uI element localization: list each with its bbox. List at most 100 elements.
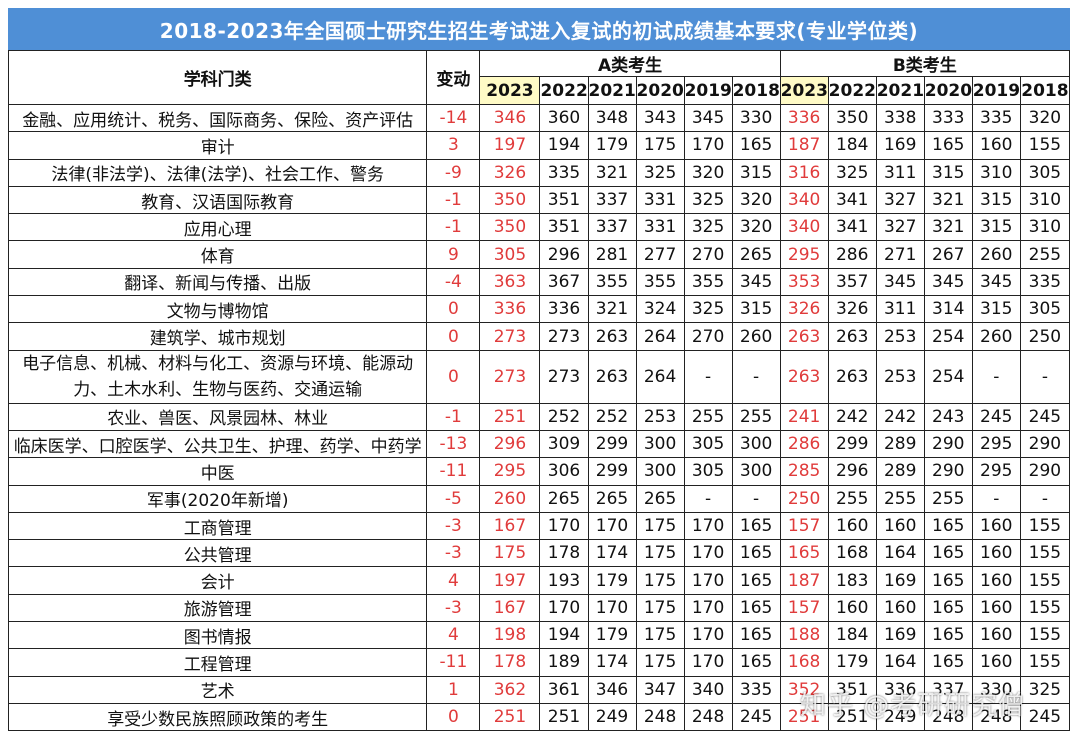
score-cell-a-2023: 346 [479, 103, 541, 133]
header-year-b-2: 2021 [875, 76, 925, 105]
score-cell-b-2022: 184 [827, 131, 877, 160]
score-cell-a-2019: - [683, 484, 733, 513]
subject-cell: 教育、汉语国际教育 [7, 185, 428, 215]
score-cell-a-2023: 251 [479, 702, 541, 732]
score-cell-b-2023: 340 [779, 185, 829, 215]
score-cell-a-2023: 362 [479, 675, 541, 704]
score-cell-b-2020: 314 [923, 295, 973, 324]
score-cell-b-2019: 335 [971, 103, 1021, 133]
subject-cell: 艺术 [7, 675, 428, 704]
score-cell-a-2019: 305 [683, 429, 733, 459]
score-cell-a-2018: 320 [731, 185, 781, 215]
score-cell-b-2018: 310 [1019, 213, 1071, 242]
header-year-a-5: 2018 [731, 76, 781, 105]
score-cell-a-2023: 251 [479, 402, 541, 431]
header-year-a-3: 2020 [635, 76, 685, 105]
score-cell-b-2022: 350 [827, 103, 877, 133]
header-year-b-0: 2023 [779, 76, 829, 105]
score-cell-a-2019: 305 [683, 457, 733, 486]
table-row: 会计 4 197 193 179 175 170 165 187 183 169 165 160 155 [7, 566, 1071, 595]
score-cell-a-2018: 165 [731, 566, 781, 595]
change-cell: -3 [426, 593, 481, 623]
subject-cell: 体育 [7, 240, 428, 269]
score-cell-a-2019: - [683, 349, 733, 404]
score-cell-a-2021: 299 [587, 429, 637, 459]
change-cell: -11 [426, 457, 481, 486]
score-cell-b-2020: 165 [923, 593, 973, 623]
change-cell: -9 [426, 158, 481, 187]
score-cell-b-2020: 165 [923, 621, 973, 650]
score-cell-b-2019: 315 [971, 185, 1021, 215]
change-cell: -1 [426, 402, 481, 431]
subject-cell: 金融、应用统计、税务、国际商务、保险、资产评估 [7, 103, 428, 133]
score-cell-a-2020: 265 [635, 484, 685, 513]
score-cell-b-2019: 260 [971, 240, 1021, 269]
score-cell-a-2018: 315 [731, 295, 781, 324]
table-row: 审计 3 197 194 179 175 170 165 187 184 169 165 160 155 [7, 131, 1071, 160]
score-cell-b-2019: 160 [971, 539, 1021, 568]
score-cell-b-2023: 326 [779, 295, 829, 324]
score-cell-a-2021: 337 [587, 213, 637, 242]
header-year-a-1: 2022 [539, 76, 589, 105]
score-cell-b-2021: 164 [875, 648, 925, 677]
score-cell-b-2023: 263 [779, 322, 829, 351]
score-cell-a-2022: 335 [539, 158, 589, 187]
score-cell-a-2023: 296 [479, 429, 541, 459]
subject-cell: 图书情报 [7, 621, 428, 650]
score-cell-b-2018: 155 [1019, 131, 1071, 160]
score-cell-b-2018: 320 [1019, 103, 1071, 133]
score-cell-b-2020: 165 [923, 539, 973, 568]
score-cell-b-2022: 184 [827, 621, 877, 650]
score-cell-b-2018: 245 [1019, 402, 1071, 431]
score-cell-a-2023: 197 [479, 566, 541, 595]
score-cell-b-2018: 305 [1019, 158, 1071, 187]
score-cell-b-2021: 311 [875, 295, 925, 324]
score-cell-b-2022: 255 [827, 484, 877, 513]
score-cell-b-2021: 327 [875, 213, 925, 242]
score-cell-b-2022: 242 [827, 402, 877, 431]
header-year-a-0: 2023 [479, 76, 541, 105]
subject-cell: 文物与博物馆 [7, 295, 428, 324]
score-cell-a-2021: 179 [587, 566, 637, 595]
score-cell-b-2022: 341 [827, 185, 877, 215]
table-row: 中医 -11 295 306 299 300 305 300 285 296 289 290 295 29… [7, 457, 1071, 486]
score-cell-a-2021: 263 [587, 349, 637, 404]
score-cell-b-2021: 255 [875, 484, 925, 513]
score-cell-a-2019: 325 [683, 295, 733, 324]
score-cell-a-2018: 265 [731, 240, 781, 269]
score-cell-a-2019: 325 [683, 213, 733, 242]
score-cell-b-2023: 263 [779, 349, 829, 404]
score-cell-a-2021: 281 [587, 240, 637, 269]
score-cell-a-2022: 178 [539, 539, 589, 568]
score-cell-a-2023: 175 [479, 539, 541, 568]
score-cell-a-2022: 296 [539, 240, 589, 269]
score-cell-b-2018: 155 [1019, 593, 1071, 623]
subject-cell: 翻译、新闻与传播、出版 [7, 267, 428, 297]
score-cell-b-2022: 160 [827, 511, 877, 541]
score-cell-a-2021: 321 [587, 158, 637, 187]
score-cell-a-2022: 170 [539, 511, 589, 541]
score-cell-a-2018: 255 [731, 402, 781, 431]
header-group-a: A类考生 [479, 50, 781, 77]
score-cell-a-2022: 170 [539, 593, 589, 623]
score-cell-b-2021: 160 [875, 593, 925, 623]
header-year-b-5: 2018 [1019, 76, 1071, 105]
score-cell-a-2022: 252 [539, 402, 589, 431]
score-cell-b-2019: 295 [971, 457, 1021, 486]
score-cell-a-2019: 170 [683, 593, 733, 623]
score-cell-b-2023: 187 [779, 131, 829, 160]
score-cell-a-2018: - [731, 349, 781, 404]
score-cell-b-2020: 267 [923, 240, 973, 269]
score-cell-a-2019: 270 [683, 240, 733, 269]
table-row: 电子信息、机械、材料与化工、资源与环境、能源动力、土木水利、生物与医药、交通运输… [7, 349, 1071, 404]
score-cell-a-2020: 331 [635, 213, 685, 242]
score-cell-a-2019: 325 [683, 185, 733, 215]
score-cell-b-2023: 187 [779, 566, 829, 595]
score-cell-a-2023: 350 [479, 185, 541, 215]
score-cell-b-2023: 241 [779, 402, 829, 431]
score-cell-b-2021: 249 [875, 702, 925, 732]
score-cell-b-2019: 160 [971, 566, 1021, 595]
score-cell-b-2020: 290 [923, 457, 973, 486]
score-cell-b-2019: 160 [971, 131, 1021, 160]
score-cell-a-2020: 343 [635, 103, 685, 133]
